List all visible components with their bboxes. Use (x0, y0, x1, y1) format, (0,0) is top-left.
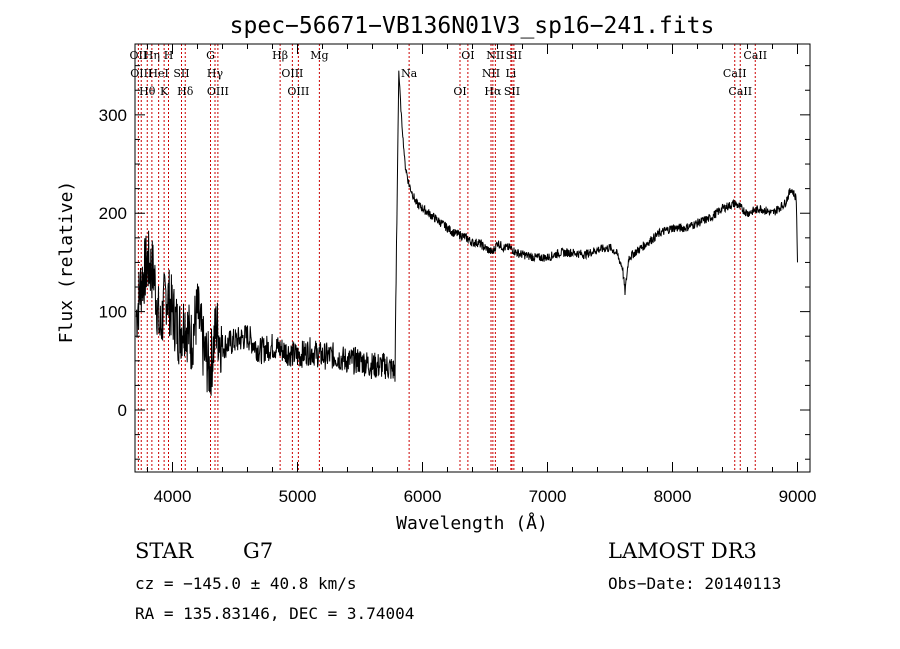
line-marker-label: Hθ (139, 85, 156, 98)
object-class: STAR (135, 539, 194, 563)
line-marker-label: SII (506, 49, 522, 62)
x-tick-label: 4000 (154, 487, 192, 506)
line-marker-label: Hδ (177, 85, 194, 98)
y-tick-label: 200 (99, 204, 127, 223)
line-marker-label: H (164, 49, 174, 62)
redshift-cz: cz = −145.0 ± 40.8 km/s (135, 574, 357, 593)
plot-frame (134, 43, 811, 473)
spectral-line-markers (137, 44, 756, 472)
line-marker-label: Hη (144, 49, 160, 62)
x-tick-label: 7000 (529, 487, 567, 506)
line-marker-label: SII (173, 67, 189, 80)
line-marker-label: G (206, 49, 215, 62)
y-axis-label: Flux (relative) (56, 181, 77, 344)
line-marker-label: Hα (484, 85, 502, 98)
line-marker-label: NII (486, 49, 504, 62)
y-tick-label: 300 (99, 106, 127, 125)
y-tick-label: 100 (99, 303, 127, 322)
x-axis-label: Wavelength (Å) (396, 512, 548, 534)
line-marker-label: K (160, 85, 169, 98)
y-axis-ticks: 0 100 200 300 (99, 65, 810, 460)
x-tick-label: 8000 (654, 487, 692, 506)
x-tick-label: 5000 (279, 487, 317, 506)
line-marker-label: OIII (207, 85, 229, 98)
line-marker-label: CaII (723, 67, 747, 80)
x-tick-label: 6000 (404, 487, 442, 506)
chart-title: spec−56671−VB136N01V3_sp16−241.fits (230, 13, 715, 39)
y-tick-label: 0 (118, 401, 127, 420)
spectral-line-labels: OII OIII Hθ Hη HeI K H SII Hδ G Hγ OIII Hβ OIII OIII Mg… (130, 49, 768, 98)
survey-name: LAMOST DR3 (608, 539, 757, 563)
line-marker-label: OIII (287, 85, 309, 98)
line-marker-label: OIII (130, 67, 152, 80)
line-marker-label: OI (461, 49, 474, 62)
coordinates: RA = 135.83146, DEC = 3.74004 (135, 604, 414, 623)
observation-date: Obs−Date: 20140113 (608, 574, 781, 593)
object-subclass: G7 (243, 539, 273, 563)
line-marker-label: OI (453, 85, 466, 98)
line-marker-label: CaII (728, 85, 752, 98)
line-marker-label: CaII (743, 49, 767, 62)
line-marker-label: SII (504, 85, 520, 98)
line-marker-label: Hβ (272, 49, 288, 62)
x-tick-label: 9000 (779, 487, 817, 506)
line-marker-label: NII (482, 67, 500, 80)
line-marker-label: Hγ (207, 67, 224, 80)
flux-series-line (135, 70, 798, 396)
line-marker-label: OII (130, 49, 148, 62)
line-marker-label: Mg (310, 49, 328, 62)
x-axis-ticks: 4000 5000 6000 7000 8000 9000 (147, 44, 817, 506)
line-marker-label: HeI (148, 67, 168, 80)
line-marker-label: OIII (281, 67, 303, 80)
line-marker-label: Na (401, 67, 418, 80)
line-marker-label: Li (505, 67, 516, 80)
